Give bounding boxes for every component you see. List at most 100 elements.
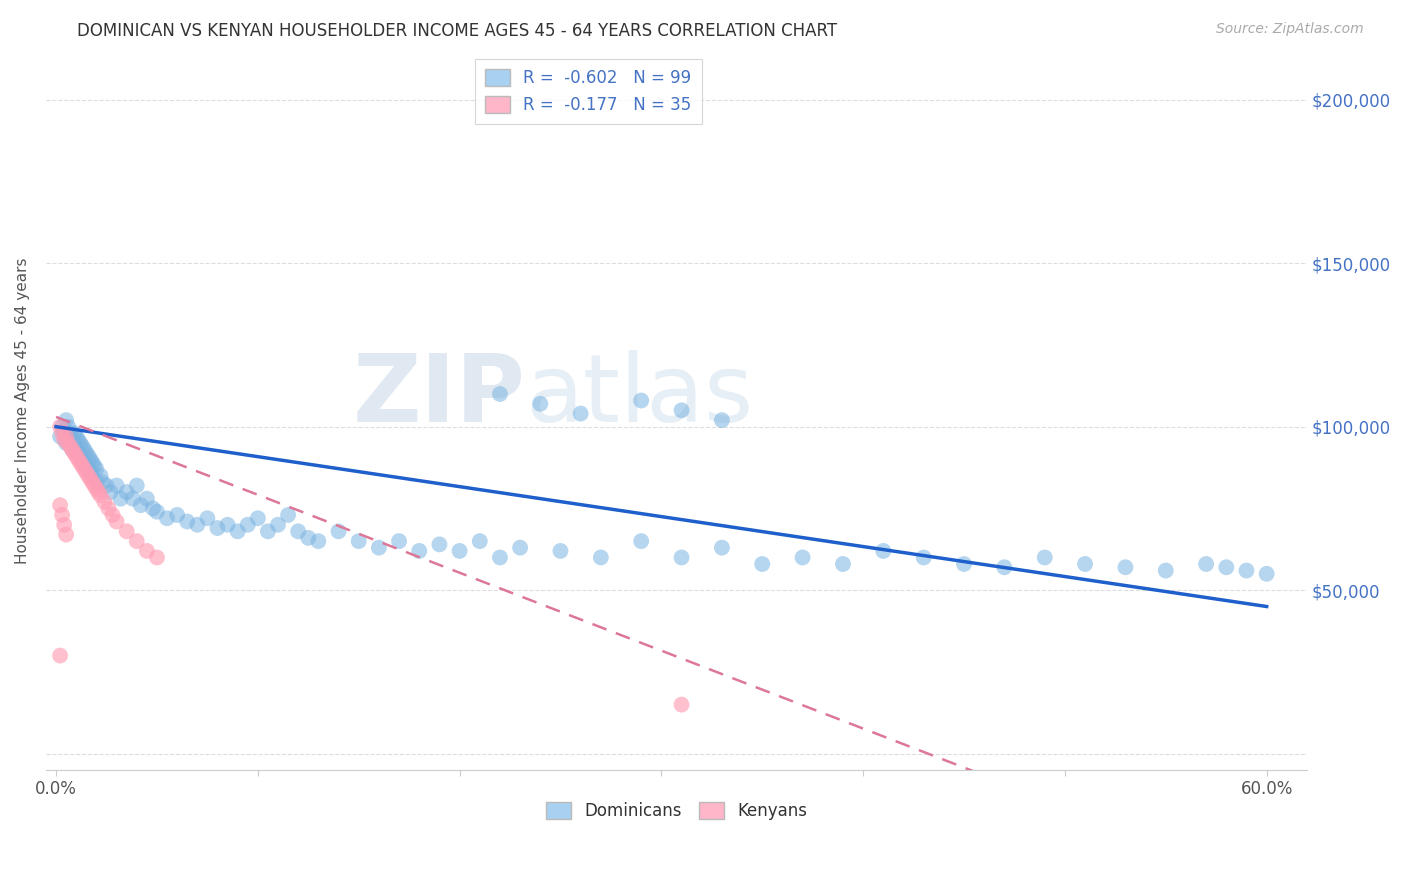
Point <box>100 485 122 500</box>
Point <box>60 433 83 447</box>
Point <box>1236 564 1258 578</box>
Point <box>73 456 96 470</box>
Point <box>569 407 592 421</box>
Point <box>156 511 179 525</box>
Point <box>83 478 105 492</box>
Point <box>75 466 97 480</box>
Point <box>125 478 148 492</box>
Point <box>75 458 97 473</box>
Point <box>56 429 79 443</box>
Point <box>207 521 229 535</box>
Point <box>166 508 188 522</box>
Point <box>529 397 551 411</box>
Point <box>912 550 935 565</box>
Point <box>73 442 96 457</box>
Point <box>91 475 114 490</box>
Point <box>671 403 693 417</box>
Point <box>93 495 115 509</box>
Point <box>135 491 157 506</box>
Point <box>49 498 72 512</box>
Point <box>55 413 77 427</box>
Point <box>89 488 111 502</box>
Point <box>56 419 79 434</box>
Point <box>176 515 198 529</box>
Point <box>72 452 94 467</box>
Point <box>246 511 269 525</box>
Point <box>55 436 77 450</box>
Point <box>87 485 110 500</box>
Point <box>49 648 72 663</box>
Point <box>105 515 128 529</box>
Point <box>97 501 120 516</box>
Point <box>1215 560 1237 574</box>
Point <box>86 475 108 490</box>
Point <box>79 472 101 486</box>
Point <box>388 534 411 549</box>
Point <box>77 449 100 463</box>
Point <box>671 550 693 565</box>
Point <box>75 446 97 460</box>
Point <box>79 452 101 467</box>
Point <box>307 534 329 549</box>
Point <box>328 524 350 539</box>
Point <box>67 446 90 460</box>
Point <box>86 482 108 496</box>
Point <box>115 524 138 539</box>
Point <box>83 458 105 473</box>
Point <box>121 491 143 506</box>
Text: atlas: atlas <box>526 350 754 442</box>
Point <box>226 524 249 539</box>
Point <box>489 387 512 401</box>
Point <box>89 468 111 483</box>
Point <box>408 544 430 558</box>
Point <box>69 456 91 470</box>
Point <box>59 439 82 453</box>
Point <box>51 508 73 522</box>
Point <box>710 413 733 427</box>
Point <box>63 426 86 441</box>
Point <box>79 466 101 480</box>
Point <box>953 557 976 571</box>
Text: ZIP: ZIP <box>353 350 526 442</box>
Point <box>710 541 733 555</box>
Point <box>55 429 77 443</box>
Point <box>146 505 169 519</box>
Point <box>51 419 73 434</box>
Point <box>287 524 309 539</box>
Point <box>489 550 512 565</box>
Point <box>65 442 87 457</box>
Point <box>1114 560 1136 574</box>
Point <box>53 433 76 447</box>
Point <box>1256 566 1278 581</box>
Point <box>297 531 319 545</box>
Point <box>110 491 132 506</box>
Point <box>96 478 118 492</box>
Point <box>69 449 91 463</box>
Point <box>53 426 76 441</box>
Point <box>1033 550 1056 565</box>
Point <box>60 442 83 457</box>
Point <box>792 550 814 565</box>
Point <box>217 517 239 532</box>
Point <box>65 429 87 443</box>
Point <box>236 517 259 532</box>
Point <box>257 524 280 539</box>
Point <box>115 485 138 500</box>
Point <box>135 544 157 558</box>
Point <box>550 544 572 558</box>
Point <box>67 433 90 447</box>
Y-axis label: Householder Income Ages 45 - 64 years: Householder Income Ages 45 - 64 years <box>15 257 30 564</box>
Point <box>630 534 652 549</box>
Point <box>105 478 128 492</box>
Point <box>49 429 72 443</box>
Point <box>509 541 531 555</box>
Point <box>367 541 389 555</box>
Legend: Dominicans, Kenyans: Dominicans, Kenyans <box>540 795 814 826</box>
Point <box>53 517 76 532</box>
Point <box>72 458 94 473</box>
Point <box>82 468 104 483</box>
Point <box>347 534 370 549</box>
Point <box>197 511 219 525</box>
Point <box>65 449 87 463</box>
Point <box>468 534 491 549</box>
